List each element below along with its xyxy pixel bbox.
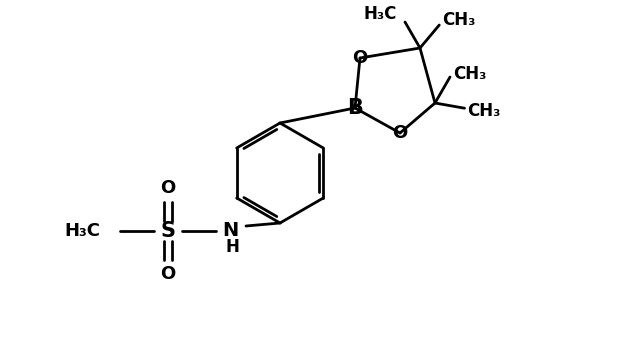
- Text: O: O: [160, 265, 176, 283]
- Text: H: H: [225, 238, 239, 256]
- Text: CH₃: CH₃: [453, 65, 486, 83]
- Text: B: B: [347, 98, 363, 118]
- Text: H₃C: H₃C: [363, 5, 397, 23]
- Text: O: O: [352, 49, 368, 67]
- Text: CH₃: CH₃: [468, 102, 501, 120]
- Text: N: N: [222, 221, 238, 241]
- Text: O: O: [160, 179, 176, 197]
- Text: O: O: [392, 124, 408, 142]
- Text: CH₃: CH₃: [442, 11, 476, 29]
- Text: H₃C: H₃C: [64, 222, 100, 240]
- Text: S: S: [160, 221, 175, 241]
